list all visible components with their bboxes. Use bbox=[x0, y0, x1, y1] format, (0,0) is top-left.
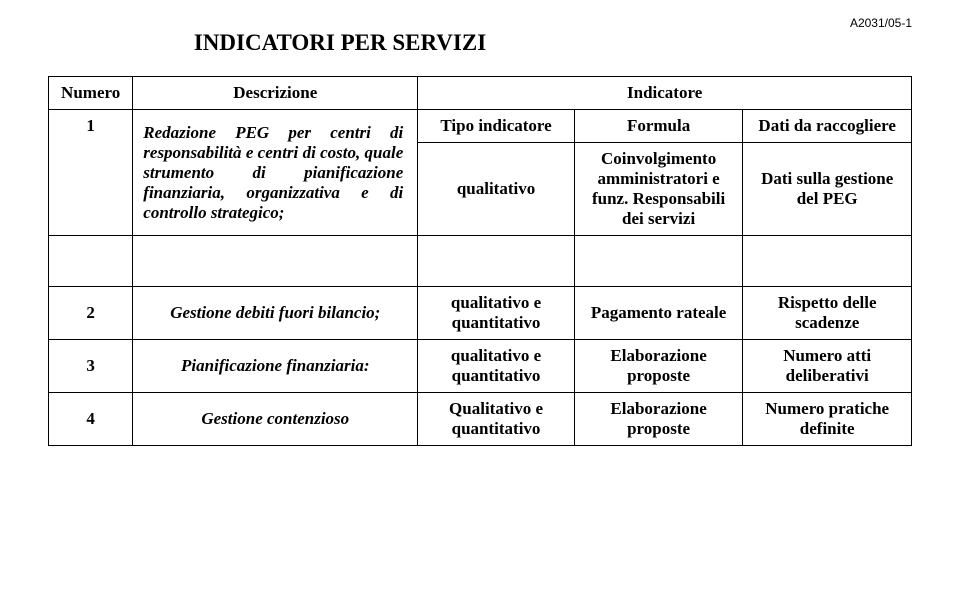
cell-numero-3: 3 bbox=[49, 340, 133, 393]
header-descrizione: Descrizione bbox=[133, 77, 418, 110]
cell-dati-2: Rispetto delle scadenze bbox=[743, 287, 912, 340]
cell-tipo-2: qualitativo e quantitativo bbox=[418, 287, 575, 340]
table-spacer-row bbox=[49, 236, 912, 287]
cell-tipo-1: qualitativo bbox=[418, 143, 575, 236]
document-id: A2031/05-1 bbox=[850, 16, 912, 30]
cell-numero-2: 2 bbox=[49, 287, 133, 340]
table-row: 3 Pianificazione finanziaria: qualitativ… bbox=[49, 340, 912, 393]
cell-dati-1: Dati sulla gestione del PEG bbox=[743, 143, 912, 236]
cell-formula-4: Elaborazione proposte bbox=[574, 393, 743, 446]
cell-descrizione-3: Pianificazione finanziaria: bbox=[133, 340, 418, 393]
subheader-formula: Formula bbox=[574, 110, 743, 143]
cell-numero-4: 4 bbox=[49, 393, 133, 446]
document-page: A2031/05-1 INDICATORI PER SERVIZI Numero… bbox=[0, 0, 960, 607]
page-title: INDICATORI PER SERVIZI bbox=[48, 30, 912, 56]
cell-dati-3: Numero atti deliberativi bbox=[743, 340, 912, 393]
cell-formula-2: Pagamento rateale bbox=[574, 287, 743, 340]
cell-descrizione-2: Gestione debiti fuori bilancio; bbox=[133, 287, 418, 340]
cell-descrizione-1: Redazione PEG per centri di responsabili… bbox=[133, 110, 418, 236]
table-row: 2 Gestione debiti fuori bilancio; qualit… bbox=[49, 287, 912, 340]
header-numero: Numero bbox=[49, 77, 133, 110]
subheader-dati: Dati da raccogliere bbox=[743, 110, 912, 143]
cell-tipo-3: qualitativo e quantitativo bbox=[418, 340, 575, 393]
table-row: 4 Gestione contenzioso Qualitativo e qua… bbox=[49, 393, 912, 446]
cell-formula-1: Coinvolgimento amministratori e funz. Re… bbox=[574, 143, 743, 236]
table-header-row: Numero Descrizione Indicatore bbox=[49, 77, 912, 110]
indicators-table-part1: Numero Descrizione Indicatore 1 Redazion… bbox=[48, 76, 912, 286]
table-subheader-row: 1 Redazione PEG per centri di responsabi… bbox=[49, 110, 912, 143]
indicators-table-part2: 2 Gestione debiti fuori bilancio; qualit… bbox=[48, 286, 912, 446]
cell-tipo-4: Qualitativo e quantitativo bbox=[418, 393, 575, 446]
cell-numero-1: 1 bbox=[49, 110, 133, 236]
cell-dati-4: Numero pratiche definite bbox=[743, 393, 912, 446]
cell-descrizione-4: Gestione contenzioso bbox=[133, 393, 418, 446]
subheader-tipo: Tipo indicatore bbox=[418, 110, 575, 143]
cell-formula-3: Elaborazione proposte bbox=[574, 340, 743, 393]
header-indicatore: Indicatore bbox=[418, 77, 912, 110]
